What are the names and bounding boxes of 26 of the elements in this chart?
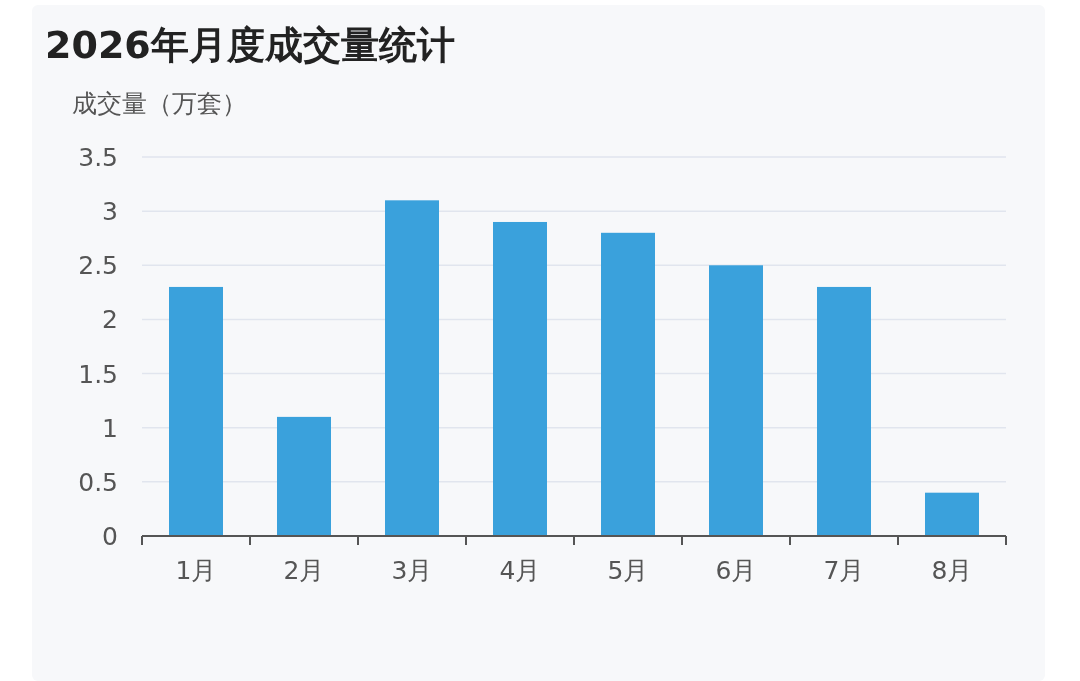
y-tick-label: 2.5 <box>78 251 118 281</box>
y-axis-title: 成交量（万套） <box>72 89 247 118</box>
bar <box>169 286 223 536</box>
y-tick-label: 3.5 <box>78 143 118 172</box>
y-tick-label: 1.5 <box>78 359 118 389</box>
x-tick-label: 5月 <box>607 556 649 585</box>
x-tick-label: 8月 <box>931 556 973 585</box>
bar <box>277 416 331 536</box>
bar <box>601 232 655 536</box>
x-tick-label: 7月 <box>823 556 865 585</box>
chart-title: 2026年月度成交量统计 <box>45 23 455 67</box>
y-tick-label: 0.5 <box>78 467 118 497</box>
y-tick-label: 3 <box>102 197 118 227</box>
y-tick-label: 1 <box>102 413 118 443</box>
x-tick-label: 3月 <box>391 556 433 585</box>
bar <box>709 265 763 536</box>
y-tick-label: 0 <box>102 522 118 551</box>
x-tick-label: 4月 <box>499 556 541 585</box>
bar <box>817 286 871 536</box>
bar <box>385 200 439 536</box>
x-tick-label: 6月 <box>715 556 757 585</box>
bar <box>493 221 547 536</box>
x-tick-label: 1月 <box>175 556 217 585</box>
x-tick-label: 2月 <box>283 556 325 585</box>
bar <box>925 492 979 536</box>
y-tick-label: 2 <box>102 305 118 335</box>
